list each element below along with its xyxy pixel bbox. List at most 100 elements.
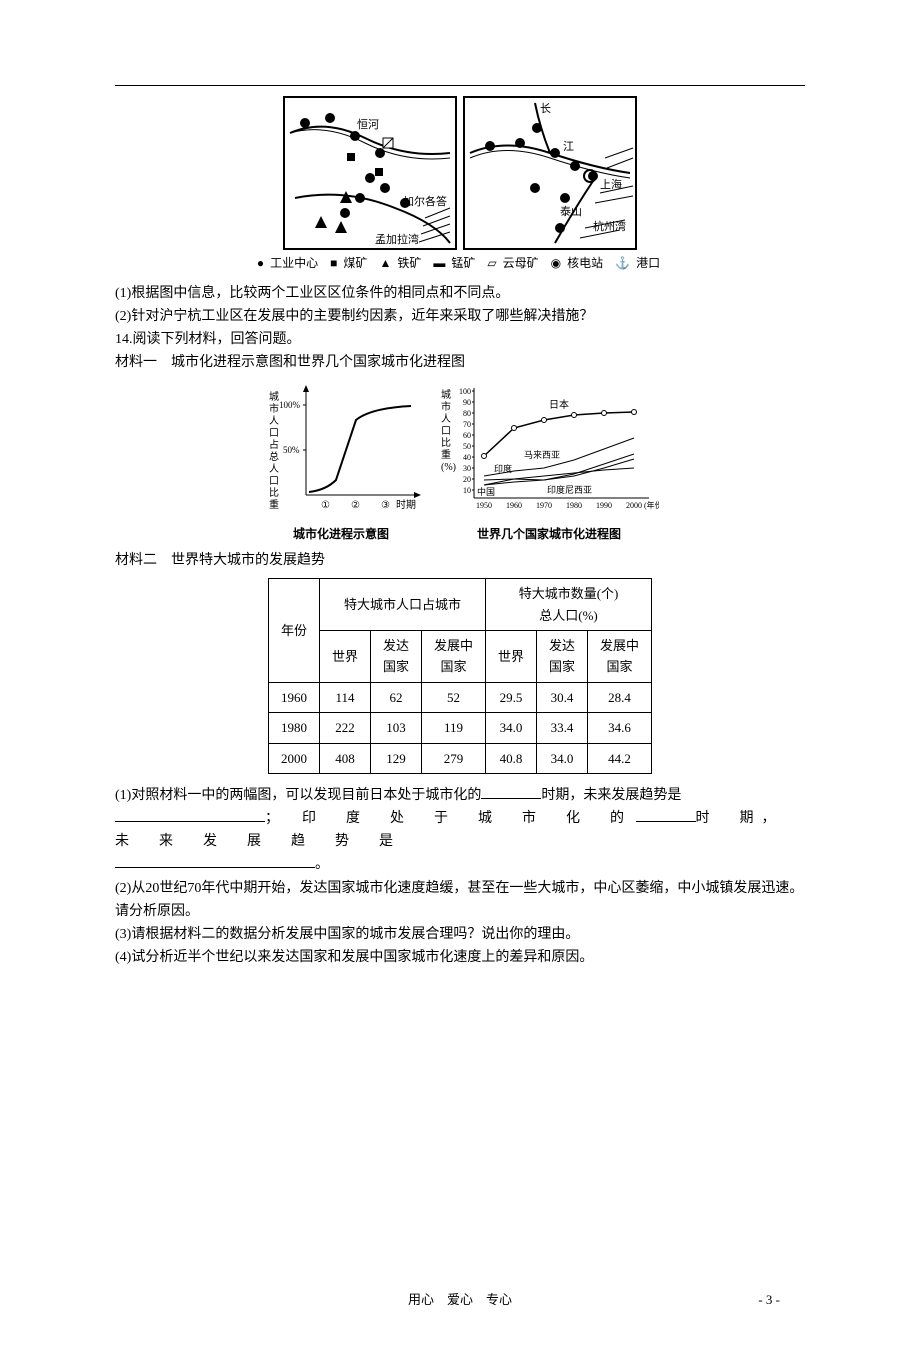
map-label: 江 bbox=[563, 138, 574, 156]
chart-tick: ③ bbox=[381, 500, 390, 511]
map-left: 恒河 加尔各答 孟加拉湾 bbox=[283, 96, 457, 250]
question-fill: (1)对照材料一中的两幅图，可以发现目前日本处于城市化的 时期，未来发展趋势是 ；… bbox=[115, 784, 805, 876]
chart-tick: 50% bbox=[283, 445, 300, 455]
chart-1: 城 市 人 口 占 总 人 口 比 重 100% 50% ① ② bbox=[261, 380, 421, 545]
td: 62 bbox=[370, 682, 421, 712]
map-legend: ● 工业中心 ■ 煤矿 ▲ 铁矿 ▬ 锰矿 ▱ 云母矿 ◉ 核电站 ⚓ 港口 bbox=[115, 254, 805, 274]
td: 40.8 bbox=[486, 743, 537, 773]
svg-text:重: 重 bbox=[269, 498, 279, 511]
fill-text: 时期，未来发展趋势是 bbox=[541, 788, 681, 803]
svg-text:100: 100 bbox=[459, 387, 471, 396]
td: 34.0 bbox=[537, 743, 588, 773]
question-b2: (2)从20世纪70年代中期开始，发达国家城市化速度趋缓，甚至在一些大城市，中心… bbox=[115, 877, 805, 923]
svg-text:口: 口 bbox=[269, 428, 279, 439]
map-figure-row: 恒河 加尔各答 孟加拉湾 长 bbox=[115, 96, 805, 250]
svg-text:印度: 印度 bbox=[494, 463, 512, 474]
charts-row: 城 市 人 口 占 总 人 口 比 重 100% 50% ① ② bbox=[115, 380, 805, 545]
td: 103 bbox=[370, 713, 421, 743]
svg-text:城: 城 bbox=[441, 389, 451, 401]
svg-text:2000: 2000 bbox=[626, 501, 642, 510]
th-group2: 特大城市数量(个) 总人口(%) bbox=[486, 579, 652, 631]
svg-text:口: 口 bbox=[269, 476, 279, 487]
td: 408 bbox=[319, 743, 370, 773]
legend-label: 核电站 bbox=[567, 256, 603, 270]
td: 1980 bbox=[268, 713, 319, 743]
td: 28.4 bbox=[588, 682, 652, 712]
footer-page-number: - 3 - bbox=[758, 1289, 780, 1310]
map-label: 恒河 bbox=[357, 116, 379, 134]
th-group2-line2: 总人口(%) bbox=[539, 608, 598, 623]
table-row: 2000 408 129 279 40.8 34.0 44.2 bbox=[268, 743, 651, 773]
svg-text:印度尼西亚: 印度尼西亚 bbox=[547, 484, 592, 495]
svg-text:人: 人 bbox=[269, 415, 279, 427]
material-1-title: 材料一 城市化进程示意图和世界几个国家城市化进程图 bbox=[115, 351, 805, 374]
td: 129 bbox=[370, 743, 421, 773]
td: 1960 bbox=[268, 682, 319, 712]
question-b4: (4)试分析近半个世纪以来发达国家和发展中国家城市化速度上的差异和原因。 bbox=[115, 946, 805, 969]
material-2-title: 材料二 世界特大城市的发展趋势 bbox=[115, 549, 805, 572]
svg-text:总: 总 bbox=[269, 450, 279, 463]
th-group1: 特大城市人口占城市 bbox=[319, 579, 485, 631]
map-label: 泰山 bbox=[560, 203, 582, 221]
svg-text:比: 比 bbox=[441, 437, 451, 449]
svg-text:1970: 1970 bbox=[536, 501, 552, 510]
legend-label: 锰矿 bbox=[451, 256, 475, 270]
footer-motto: 用心 爱心 专心 bbox=[408, 1292, 512, 1307]
th: 世界 bbox=[319, 630, 370, 682]
chart1-caption: 城市化进程示意图 bbox=[261, 525, 421, 545]
td: 52 bbox=[421, 682, 485, 712]
question-1: (1)根据图中信息，比较两个工业区区位条件的相同点和不同点。 bbox=[115, 282, 805, 305]
td: 29.5 bbox=[486, 682, 537, 712]
th: 发展中国家 bbox=[588, 630, 652, 682]
top-rule bbox=[115, 85, 805, 86]
chart-xlabel: (年份) bbox=[644, 500, 659, 510]
svg-text:1990: 1990 bbox=[596, 501, 612, 510]
th-year: 年份 bbox=[268, 579, 319, 683]
map-right: 长 江 上海 泰山 杭州湾 bbox=[463, 96, 637, 250]
svg-text:人: 人 bbox=[269, 463, 279, 475]
chart-tick: ① bbox=[321, 500, 330, 511]
blank bbox=[115, 853, 315, 868]
svg-text:人: 人 bbox=[441, 413, 451, 425]
chart-2: 城市 人口 比重 (%) 1009080 706050 403020 10 bbox=[439, 380, 659, 545]
question-b3: (3)请根据材料二的数据分析发展中国家的城市发展合理吗？说出你的理由。 bbox=[115, 923, 805, 946]
fill-text: ； 印 度 处 于 城 市 化 的 bbox=[265, 811, 632, 826]
svg-text:比: 比 bbox=[269, 487, 279, 499]
blank bbox=[636, 807, 696, 822]
td: 34.0 bbox=[486, 713, 537, 743]
svg-text:1980: 1980 bbox=[566, 501, 582, 510]
svg-text:70: 70 bbox=[463, 420, 471, 429]
td: 44.2 bbox=[588, 743, 652, 773]
legend-label: 煤矿 bbox=[343, 256, 367, 270]
legend-label: 工业中心 bbox=[270, 256, 318, 270]
chart-xlabel: 时期 bbox=[396, 499, 416, 511]
svg-text:10: 10 bbox=[463, 486, 471, 495]
svg-text:市: 市 bbox=[441, 400, 451, 413]
th-group2-line1: 特大城市数量(个) bbox=[519, 586, 619, 601]
td: 33.4 bbox=[537, 713, 588, 743]
question-14: 14.阅读下列材料，回答问题。 bbox=[115, 328, 805, 351]
svg-text:80: 80 bbox=[463, 409, 471, 418]
chart-tick: ② bbox=[351, 500, 360, 511]
table-row: 1960 114 62 52 29.5 30.4 28.4 bbox=[268, 682, 651, 712]
td: 279 bbox=[421, 743, 485, 773]
data-table: 年份 特大城市人口占城市 特大城市数量(个) 总人口(%) 世界 发达国家 发展… bbox=[268, 578, 652, 774]
td: 114 bbox=[319, 682, 370, 712]
legend-label: 港口 bbox=[636, 256, 660, 270]
td: 30.4 bbox=[537, 682, 588, 712]
svg-text:20: 20 bbox=[463, 475, 471, 484]
map-label: 长 bbox=[540, 100, 551, 118]
fill-text: 。 bbox=[315, 857, 329, 872]
th: 发达国家 bbox=[537, 630, 588, 682]
svg-text:30: 30 bbox=[463, 464, 471, 473]
legend-label: 铁矿 bbox=[397, 256, 421, 270]
chart1-ylabel: 城 bbox=[269, 391, 279, 403]
page-footer: 用心 爱心 专心 - 3 - bbox=[115, 1289, 805, 1310]
fill-text: (1)对照材料一中的两幅图，可以发现目前日本处于城市化的 bbox=[115, 788, 481, 803]
question-2: (2)针对沪宁杭工业区在发展中的主要制约因素，近年来采取了哪些解决措施？ bbox=[115, 305, 805, 328]
svg-text:1960: 1960 bbox=[506, 501, 522, 510]
svg-text:市: 市 bbox=[269, 402, 279, 415]
td: 222 bbox=[319, 713, 370, 743]
blank bbox=[481, 784, 541, 799]
svg-text:日本: 日本 bbox=[549, 398, 569, 411]
